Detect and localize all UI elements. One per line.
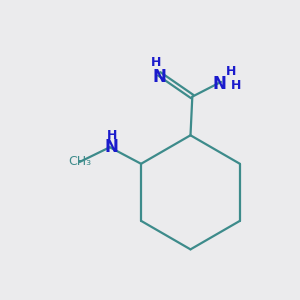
Text: CH₃: CH₃	[68, 155, 91, 169]
Text: H: H	[231, 79, 241, 92]
Text: H: H	[106, 129, 117, 142]
Text: N: N	[212, 75, 226, 93]
Text: N: N	[105, 138, 118, 156]
Text: H: H	[226, 65, 236, 78]
Text: H: H	[151, 56, 161, 69]
Text: N: N	[152, 68, 166, 86]
